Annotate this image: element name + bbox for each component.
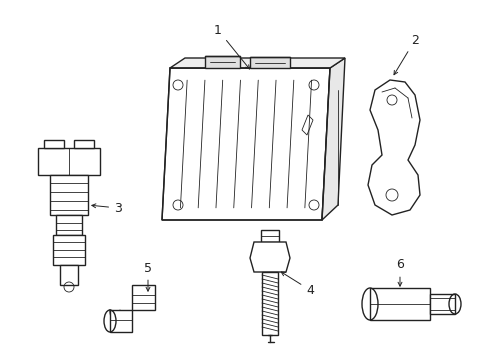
Text: 6: 6: [395, 258, 403, 286]
Text: 5: 5: [143, 261, 152, 291]
Polygon shape: [261, 230, 279, 242]
Polygon shape: [50, 175, 88, 215]
Polygon shape: [110, 310, 132, 332]
Polygon shape: [262, 272, 278, 335]
Polygon shape: [249, 57, 289, 68]
Polygon shape: [429, 294, 454, 314]
Polygon shape: [53, 235, 85, 265]
Polygon shape: [204, 56, 240, 68]
Polygon shape: [60, 265, 78, 285]
Polygon shape: [162, 68, 329, 220]
Text: 1: 1: [214, 23, 249, 69]
Polygon shape: [321, 58, 345, 220]
Text: 4: 4: [281, 272, 313, 297]
Polygon shape: [249, 242, 289, 272]
Polygon shape: [44, 140, 64, 148]
Polygon shape: [38, 148, 100, 175]
Polygon shape: [56, 215, 82, 235]
Polygon shape: [170, 58, 345, 68]
Text: 3: 3: [92, 202, 122, 215]
Polygon shape: [132, 285, 155, 310]
Polygon shape: [74, 140, 94, 148]
Polygon shape: [369, 288, 429, 320]
Polygon shape: [367, 80, 419, 215]
Text: 2: 2: [393, 33, 418, 75]
